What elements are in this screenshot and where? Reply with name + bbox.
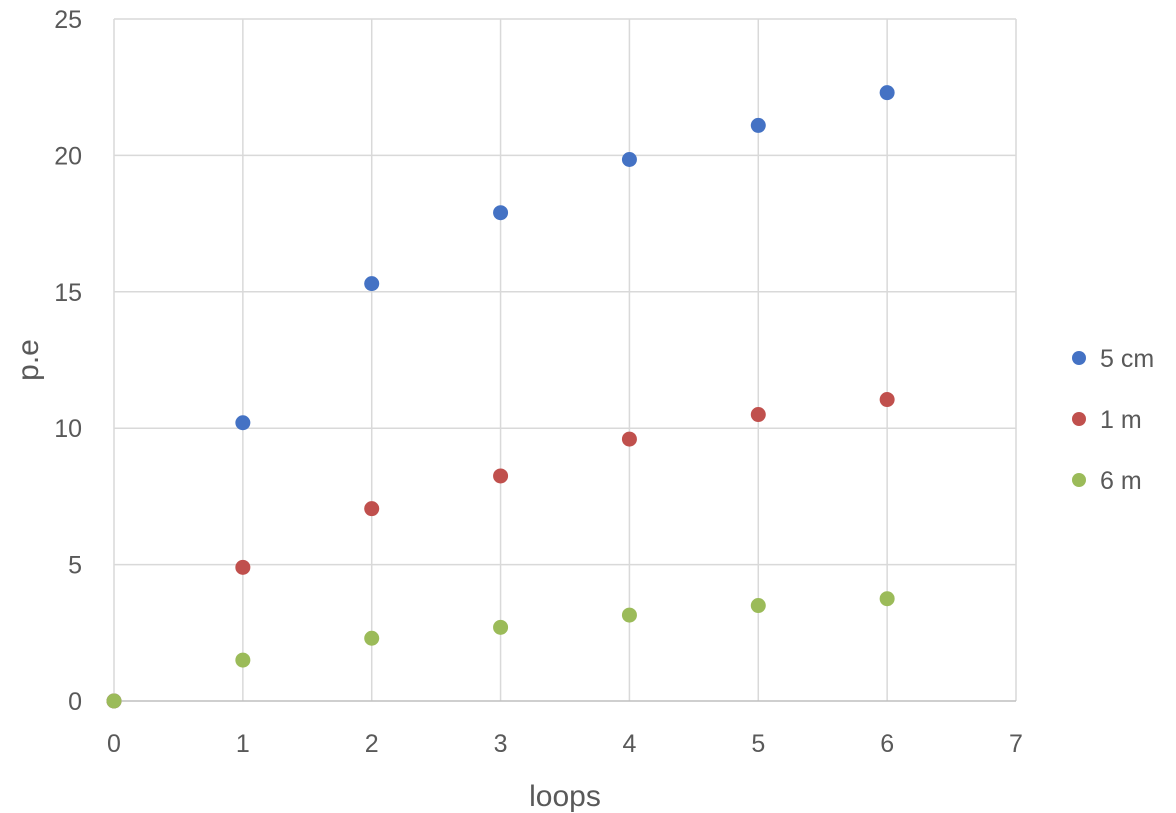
series-0 <box>106 85 895 709</box>
data-point <box>364 630 380 646</box>
data-point <box>621 431 637 447</box>
x-tick-label: 0 <box>107 730 121 758</box>
series-2 <box>106 591 895 709</box>
data-points-layer <box>106 85 895 709</box>
x-tick-label: 1 <box>236 730 250 758</box>
legend-label: 6 m <box>1100 467 1142 495</box>
data-point <box>621 151 637 167</box>
tick-label-layer: 0 5 10 15 20 25 0 1 2 3 4 5 6 7 <box>54 6 1023 758</box>
data-point <box>235 652 251 668</box>
legend-marker <box>1072 351 1086 365</box>
data-point <box>750 407 766 423</box>
legend-item: 1 m <box>1072 406 1142 434</box>
legend-item: 5 cm <box>1072 345 1154 373</box>
data-point <box>364 501 380 517</box>
legend-item: 6 m <box>1072 467 1142 495</box>
y-tick-label: 20 <box>54 142 82 170</box>
data-point <box>750 598 766 614</box>
x-tick-label: 4 <box>622 730 636 758</box>
data-point <box>235 559 251 575</box>
data-point <box>364 276 380 292</box>
x-tick-label: 2 <box>365 730 379 758</box>
x-tick-label: 7 <box>1009 730 1023 758</box>
y-tick-label: 0 <box>68 688 82 716</box>
legend: 5 cm 1 m 6 m <box>1072 345 1154 495</box>
legend-marker <box>1072 473 1086 487</box>
data-point <box>879 85 895 101</box>
y-tick-label: 10 <box>54 415 82 443</box>
data-point <box>235 415 251 431</box>
y-axis-title: p.e <box>12 339 45 381</box>
data-point <box>750 117 766 133</box>
data-point <box>879 591 895 607</box>
y-tick-label: 15 <box>54 279 82 307</box>
legend-label: 5 cm <box>1100 345 1154 373</box>
x-tick-label: 6 <box>880 730 894 758</box>
x-tick-label: 3 <box>494 730 508 758</box>
data-point <box>106 693 122 709</box>
x-tick-label: 5 <box>751 730 765 758</box>
data-point <box>879 392 895 408</box>
x-axis-title: loops <box>529 780 601 813</box>
data-point <box>493 619 509 635</box>
legend-label: 1 m <box>1100 406 1142 434</box>
data-point <box>621 607 637 623</box>
y-tick-label: 5 <box>68 552 82 580</box>
legend-marker <box>1072 412 1086 426</box>
data-point <box>493 468 509 484</box>
y-tick-label: 25 <box>54 6 82 34</box>
data-point <box>493 205 509 221</box>
